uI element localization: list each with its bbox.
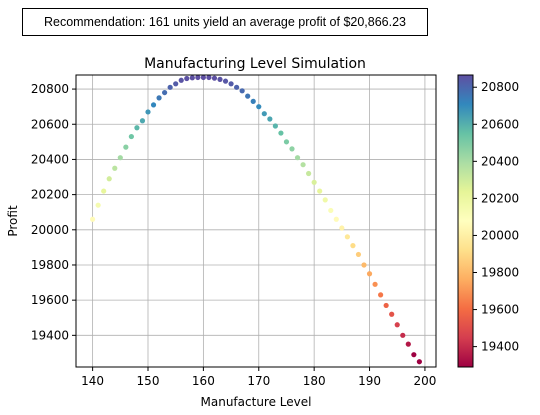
- data-point: [145, 109, 151, 115]
- data-point: [267, 116, 273, 122]
- y-axis-ticks: 19400 19600 19800 20000 20200 20400 20600 20800: [31, 82, 76, 342]
- data-point: [128, 133, 134, 140]
- x-axis-ticks: 140 150 160 170 180 190 200: [81, 367, 436, 388]
- data-point: [361, 262, 367, 268]
- data-point: [217, 76, 223, 82]
- data-point: [206, 74, 212, 81]
- data-point: [383, 302, 389, 309]
- data-point: [278, 130, 284, 136]
- y-tick-label: 20000: [31, 223, 69, 237]
- x-tick-label: 140: [81, 374, 104, 388]
- data-point: [355, 251, 362, 258]
- data-point: [139, 118, 146, 124]
- colorbar-tick-label: 19400: [481, 340, 519, 354]
- data-point: [400, 332, 406, 338]
- data-point: [123, 144, 129, 150]
- data-point: [167, 84, 173, 90]
- data-point: [195, 74, 201, 81]
- x-tick-label: 170: [247, 374, 270, 388]
- y-axis-label: Profit: [6, 205, 20, 237]
- recommendation-box: Recommendation: 161 units yield an avera…: [22, 8, 428, 36]
- axes-frame: [75, 74, 437, 368]
- data-point: [245, 93, 251, 99]
- colorbar-tick-label: 20400: [481, 154, 519, 168]
- data-point: [150, 102, 157, 108]
- colorbar-tick-label: 19800: [481, 266, 519, 280]
- data-point: [272, 123, 278, 129]
- data-point: [117, 155, 123, 161]
- data-point: [189, 75, 195, 81]
- x-tick-label: 150: [137, 374, 160, 388]
- data-point: [178, 77, 184, 83]
- data-point: [294, 155, 301, 161]
- data-points: [90, 74, 422, 365]
- data-point: [300, 162, 306, 168]
- data-point: [411, 352, 417, 358]
- data-point: [173, 81, 179, 87]
- data-point: [95, 202, 101, 208]
- grid: [76, 75, 436, 367]
- data-point: [394, 322, 400, 328]
- colorbar-tick-label: 20200: [481, 191, 519, 205]
- data-point: [156, 95, 162, 101]
- data-point: [306, 170, 312, 177]
- data-point: [322, 197, 328, 203]
- x-tick-label: 200: [413, 374, 436, 388]
- data-point: [211, 75, 218, 81]
- data-point: [289, 146, 295, 152]
- y-tick-label: 20400: [31, 152, 69, 166]
- data-point: [328, 207, 334, 214]
- data-point: [350, 243, 356, 249]
- data-point: [405, 341, 411, 347]
- y-tick-label: 19400: [31, 328, 69, 342]
- data-point: [239, 88, 245, 94]
- data-point: [200, 74, 206, 81]
- colorbar-ticks: 19400 19600 19800 20000 20200 20400 20600 20800: [473, 80, 519, 354]
- data-point: [184, 75, 190, 82]
- data-point: [250, 98, 256, 104]
- data-point: [90, 216, 96, 222]
- data-point: [101, 188, 107, 194]
- data-point: [317, 188, 323, 194]
- data-point: [378, 292, 384, 298]
- data-point: [256, 104, 262, 110]
- data-point: [222, 78, 229, 84]
- data-point: [344, 234, 350, 240]
- data-point: [228, 81, 234, 87]
- y-tick-label: 20600: [31, 117, 69, 131]
- x-tick-label: 180: [303, 374, 326, 388]
- data-point: [261, 111, 267, 117]
- colorbar-tick-label: 20000: [481, 228, 519, 242]
- chart-title: Manufacturing Level Simulation: [144, 56, 366, 72]
- colorbar-tick-label: 19600: [481, 303, 519, 317]
- y-tick-label: 19600: [31, 293, 69, 307]
- data-point: [134, 125, 140, 131]
- data-point: [283, 139, 290, 145]
- data-point: [416, 359, 422, 365]
- x-tick-label: 160: [192, 374, 215, 388]
- data-point: [372, 281, 378, 287]
- data-point: [389, 311, 395, 317]
- data-point: [234, 84, 240, 90]
- data-point: [333, 216, 339, 222]
- colorbar-tick-label: 20600: [481, 117, 519, 131]
- x-axis-label: Manufacture Level: [201, 395, 312, 409]
- colorbar: [457, 74, 474, 368]
- y-tick-label: 20800: [31, 82, 69, 96]
- recommendation-text: Recommendation: 161 units yield an avera…: [43, 15, 407, 29]
- data-point: [106, 176, 112, 182]
- colorbar-tick-label: 20800: [481, 80, 519, 94]
- data-point: [162, 89, 168, 96]
- y-tick-label: 20200: [31, 188, 69, 202]
- data-point: [112, 165, 118, 171]
- data-point: [339, 225, 345, 231]
- data-point: [366, 271, 373, 277]
- y-tick-label: 19800: [31, 258, 69, 272]
- x-tick-label: 190: [358, 374, 381, 388]
- data-point: [311, 179, 317, 185]
